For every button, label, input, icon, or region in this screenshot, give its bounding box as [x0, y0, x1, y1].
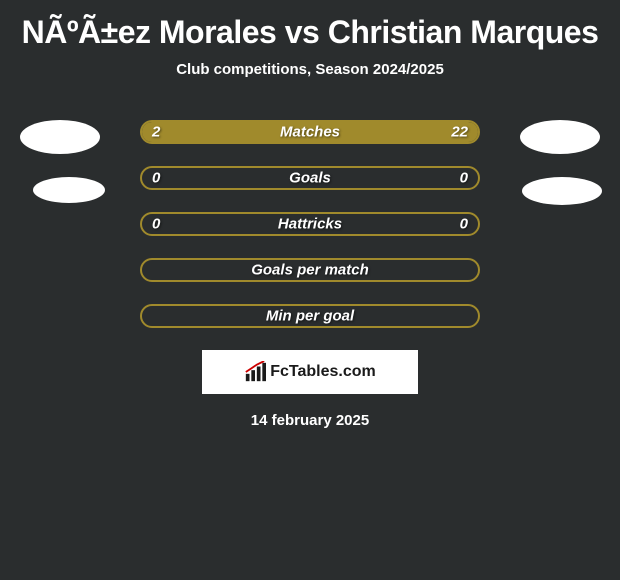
stat-val-left: 0 — [152, 170, 160, 187]
stat-row-goals: 0 Goals 0 — [140, 166, 480, 190]
stat-val-right: 0 — [460, 170, 468, 187]
stat-label: Goals per match — [251, 262, 369, 279]
stat-row-matches: 2 Matches 22 — [140, 120, 480, 144]
stat-row-min-per-goal: Min per goal — [140, 304, 480, 328]
infographic-container: NÃºÃ±ez Morales vs Christian Marques Clu… — [0, 0, 620, 429]
logo-text: FcTables.com — [270, 363, 376, 381]
stat-row-hattricks: 0 Hattricks 0 — [140, 212, 480, 236]
page-title: NÃºÃ±ez Morales vs Christian Marques — [0, 0, 620, 53]
stat-val-right: 0 — [460, 216, 468, 233]
page-subtitle: Club competitions, Season 2024/2025 — [0, 53, 620, 92]
player-flag-right — [522, 177, 602, 205]
logo-inner: FcTables.com — [244, 361, 376, 383]
stat-label: Goals — [289, 170, 331, 187]
stats-wrapper: 2 Matches 22 0 Goals 0 0 Hattricks 0 Goa… — [140, 120, 480, 328]
stat-label: Hattricks — [278, 216, 342, 233]
stat-val-right: 22 — [451, 124, 468, 141]
player-flag-left — [33, 177, 105, 203]
stat-label: Matches — [280, 124, 340, 141]
chart-bars-icon — [244, 361, 266, 383]
stat-row-goals-per-match: Goals per match — [140, 258, 480, 282]
stat-val-left: 0 — [152, 216, 160, 233]
footer-date: 14 february 2025 — [0, 394, 620, 429]
stat-label: Min per goal — [266, 308, 354, 325]
player-avatar-right — [520, 120, 600, 154]
stat-fill-right — [202, 122, 478, 142]
stat-val-left: 2 — [152, 124, 160, 141]
logo-box: FcTables.com — [202, 350, 418, 394]
player-avatar-left — [20, 120, 100, 154]
